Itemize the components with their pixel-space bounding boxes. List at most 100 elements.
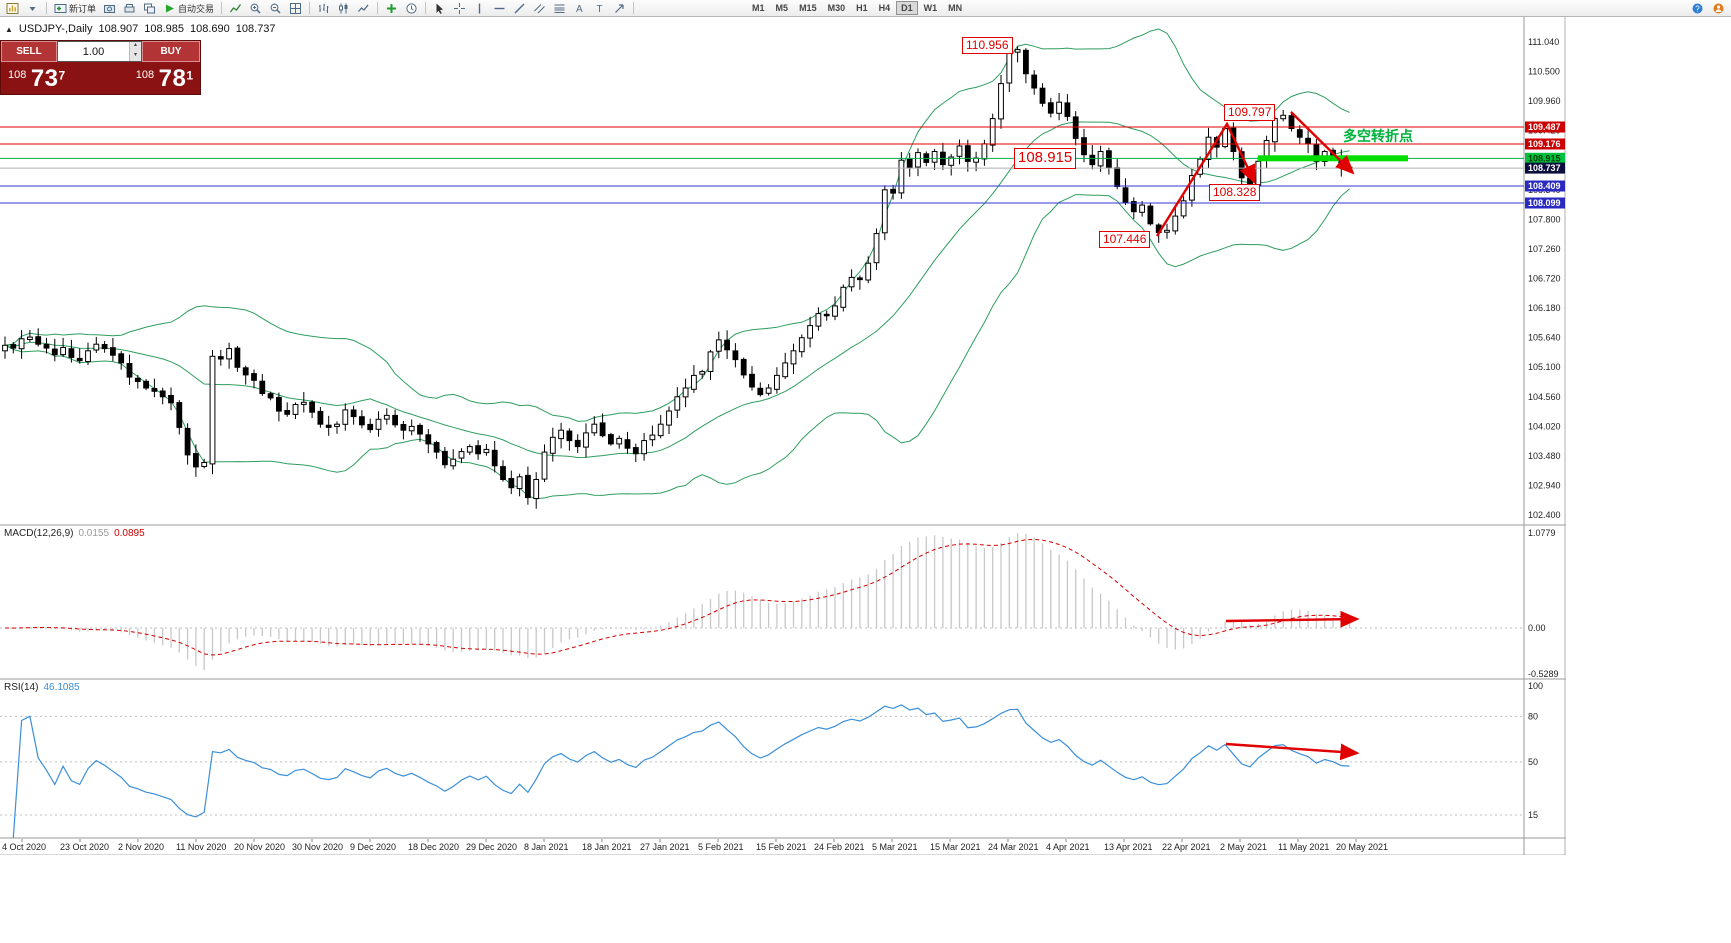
text-tool-icon[interactable]: A: [570, 1, 589, 16]
toolbar-separator: [425, 2, 427, 14]
timeframe-m5-button[interactable]: M5: [771, 1, 794, 15]
price-annotation[interactable]: 107.446: [1099, 231, 1151, 248]
arrow-tool-icon[interactable]: [610, 1, 629, 16]
price-down-arrow[interactable]: [1290, 111, 1355, 175]
add-indicator-icon[interactable]: [382, 1, 401, 16]
cursor-icon[interactable]: [430, 1, 449, 16]
price-zigzag-arrow[interactable]: [1155, 121, 1256, 237]
rsi-panel: 100 80 50 15: [0, 681, 1543, 838]
timeframe-w1-button[interactable]: W1: [919, 1, 943, 15]
svg-text:2 May 2021: 2 May 2021: [1220, 842, 1267, 852]
svg-text:108.915: 108.915: [1528, 153, 1561, 163]
svg-text:0.00: 0.00: [1528, 623, 1546, 633]
svg-text:106.180: 106.180: [1528, 303, 1561, 313]
timeframe-mn-button[interactable]: MN: [943, 1, 967, 15]
toolbar-separator: [633, 2, 635, 14]
zoom-out-icon[interactable]: [266, 1, 285, 16]
candlestick-type-icon[interactable]: [334, 1, 353, 16]
fibonacci-icon[interactable]: [550, 1, 569, 16]
svg-text:109.487: 109.487: [1528, 122, 1561, 132]
svg-text:4 Oct 2020: 4 Oct 2020: [2, 842, 46, 852]
trend-arrows[interactable]: [1155, 111, 1360, 761]
new-order-button[interactable]: 新订单: [51, 1, 99, 16]
svg-text:109.176: 109.176: [1528, 139, 1561, 149]
buy-price: 108 781: [135, 65, 193, 92]
svg-text:5 Feb 2021: 5 Feb 2021: [698, 842, 744, 852]
svg-text:18 Jan 2021: 18 Jan 2021: [582, 842, 632, 852]
svg-text:104.020: 104.020: [1528, 421, 1561, 431]
toolbar-separator: [309, 2, 311, 14]
svg-text:108.737: 108.737: [1528, 163, 1561, 173]
svg-text:102.940: 102.940: [1528, 481, 1561, 491]
thick-green-level-bar[interactable]: [1258, 155, 1408, 162]
turning-point-note[interactable]: 多空转折点: [1343, 128, 1413, 144]
community-icon[interactable]: [1709, 1, 1728, 16]
price-annotation[interactable]: 108.328: [1209, 184, 1261, 201]
svg-text:80: 80: [1528, 711, 1538, 721]
svg-text:A: A: [576, 4, 583, 15]
lot-input[interactable]: [58, 42, 129, 61]
rsi-trend-arrow[interactable]: [1225, 742, 1360, 761]
horizontal-level-lines[interactable]: [0, 126, 1524, 204]
window-list-icon[interactable]: [140, 1, 159, 16]
svg-text:5 Mar 2021: 5 Mar 2021: [872, 842, 918, 852]
svg-text:4 Apr 2021: 4 Apr 2021: [1046, 842, 1090, 852]
price-annotation[interactable]: 110.956: [962, 37, 1013, 54]
period-clock-icon[interactable]: [402, 1, 421, 16]
svg-text:18 Dec 2020: 18 Dec 2020: [408, 842, 459, 852]
svg-text:50: 50: [1528, 757, 1538, 767]
sell-price: 108 737: [8, 65, 66, 92]
timeframe-m15-button[interactable]: M15: [794, 1, 822, 15]
svg-text:109.960: 109.960: [1528, 96, 1561, 106]
svg-text:111.040: 111.040: [1528, 37, 1559, 47]
chart-profile-dropdown-icon[interactable]: [23, 1, 42, 16]
channel-icon[interactable]: [530, 1, 549, 16]
svg-text:107.260: 107.260: [1528, 244, 1561, 254]
auto-trading-button[interactable]: 自动交易: [160, 1, 217, 16]
price-annotation[interactable]: 109.797: [1224, 104, 1276, 121]
timeframe-m1-button[interactable]: M1: [747, 1, 770, 15]
timeframe-d1-button[interactable]: D1: [896, 1, 918, 15]
price-annotation[interactable]: 108.915: [1014, 148, 1077, 169]
one-click-trading-panel: SELL ▴ ▾ BUY 108 737 108 781: [0, 40, 201, 95]
horizontal-line-icon[interactable]: [490, 1, 509, 16]
svg-text:11 Nov 2020: 11 Nov 2020: [176, 842, 226, 852]
bar-chart-type-icon[interactable]: [314, 1, 333, 16]
lot-decrease-button[interactable]: ▾: [133, 51, 137, 58]
sell-button[interactable]: SELL: [1, 41, 57, 62]
svg-text:15 Feb 2021: 15 Feb 2021: [756, 842, 807, 852]
svg-text:20 May 2021: 20 May 2021: [1336, 842, 1388, 852]
price-axis[interactable]: 111.040110.500109.960109.420108.880108.3…: [1525, 37, 1565, 520]
svg-text:100: 100: [1528, 681, 1543, 691]
vertical-line-icon[interactable]: [470, 1, 489, 16]
candles: [2, 46, 1353, 509]
panel-frames: [0, 17, 1566, 855]
macd-trend-arrow[interactable]: [1225, 610, 1360, 628]
indicators-icon[interactable]: [226, 1, 245, 16]
svg-text:9 Dec 2020: 9 Dec 2020: [350, 842, 396, 852]
timeframe-m30-button[interactable]: M30: [823, 1, 851, 15]
timeframe-h4-button[interactable]: H4: [874, 1, 896, 15]
svg-text:?: ?: [1695, 4, 1700, 13]
zoom-in-icon[interactable]: [246, 1, 265, 16]
trendline-icon[interactable]: [510, 1, 529, 16]
buy-button[interactable]: BUY: [142, 41, 200, 62]
help-icon[interactable]: ?: [1688, 1, 1707, 16]
svg-text:106.720: 106.720: [1528, 274, 1561, 284]
svg-text:24 Mar 2021: 24 Mar 2021: [988, 842, 1039, 852]
svg-text:105.100: 105.100: [1528, 362, 1561, 372]
timeframe-h1-button[interactable]: H1: [851, 1, 873, 15]
crosshair-icon[interactable]: [450, 1, 469, 16]
tile-windows-icon[interactable]: [286, 1, 305, 16]
chart-canvas[interactable]: 111.040110.500109.960109.420108.880108.3…: [0, 17, 1566, 855]
bollinger-bands: [4, 28, 1350, 500]
label-tool-icon[interactable]: T: [590, 1, 609, 16]
chart-screenshot-icon[interactable]: [100, 1, 119, 16]
print-icon[interactable]: [120, 1, 139, 16]
time-axis[interactable]: 4 Oct 2020 23 Oct 2020 2 Nov 2020 11 Nov 20…: [2, 839, 1388, 852]
svg-text:2 Nov 2020: 2 Nov 2020: [118, 842, 164, 852]
svg-text:102.400: 102.400: [1528, 510, 1561, 520]
line-chart-type-icon[interactable]: [354, 1, 373, 16]
lot-increase-button[interactable]: ▴: [133, 42, 137, 48]
new-chart-icon[interactable]: [3, 1, 22, 16]
